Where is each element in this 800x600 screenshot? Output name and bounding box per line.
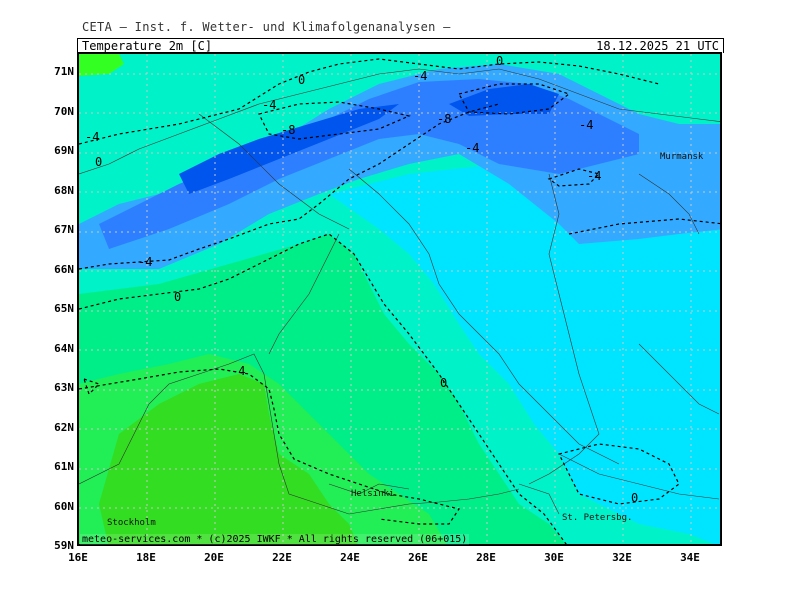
northwest-warm-spot (79, 54, 124, 76)
map-canvas (79, 54, 720, 544)
lon-tick: 16E (68, 551, 88, 564)
contour-label: -4 (262, 98, 277, 112)
lat-tick: 59N (54, 539, 74, 552)
graticule (79, 54, 720, 544)
source-header: CETA — Inst. f. Wetter- und Klimafolgena… (82, 20, 451, 34)
city-label-stockholm: Stockholm (107, 518, 156, 528)
lon-tick: 34E (680, 551, 700, 564)
slightly-cold-region (329, 154, 720, 544)
warmest-region (99, 374, 358, 544)
contour-label: 0 (298, 73, 306, 87)
lon-tick: 20E (204, 551, 224, 564)
lon-tick: 30E (544, 551, 564, 564)
contour-label: -4 (413, 69, 428, 83)
contour-label: 0 (174, 290, 182, 304)
lon-tick: 28E (476, 551, 496, 564)
lat-tick: 71N (54, 65, 74, 78)
lat-tick: 63N (54, 381, 74, 394)
temperature-map (77, 52, 722, 546)
city-label-helsinki: Helsinki (351, 489, 395, 499)
contour-label: -4 (231, 364, 246, 378)
city-label-st-petersburg: St. Petersbg. (562, 513, 633, 523)
contour-label: -4 (579, 118, 594, 132)
valid-time-label: 18.12.2025 21 UTC (596, 39, 719, 53)
lon-tick: 26E (408, 551, 428, 564)
lat-tick: 67N (54, 223, 74, 236)
contour-label: 0 (631, 491, 639, 505)
contour-label: -8 (281, 123, 296, 137)
parameter-label: Temperature 2m [C] (82, 39, 213, 53)
very-cold-core-east (449, 84, 559, 116)
lat-tick: 60N (54, 500, 74, 513)
lon-tick: 32E (612, 551, 632, 564)
copyright-footer: meteo-services.com * (c)2025 IWKF * All … (80, 534, 470, 545)
lat-tick: 70N (54, 105, 74, 118)
contour-label: 0 (496, 54, 504, 68)
colder-belt (99, 79, 639, 249)
contour-label: -4 (138, 255, 153, 269)
title-bar: Temperature 2m [C] 18.12.2025 21 UTC (77, 38, 724, 53)
contour-label: -8 (437, 112, 452, 126)
lat-tick: 69N (54, 144, 74, 157)
lat-tick: 68N (54, 184, 74, 197)
coastlines (79, 68, 720, 515)
lon-tick: 18E (136, 551, 156, 564)
contour-label: -4 (465, 141, 480, 155)
lon-tick: 22E (272, 551, 292, 564)
very-cold-core (179, 104, 399, 194)
contour-label: -4 (85, 130, 100, 144)
contour-label: -4 (587, 169, 602, 183)
lat-tick: 62N (54, 421, 74, 434)
lat-tick: 66N (54, 263, 74, 276)
lon-tick: 24E (340, 551, 360, 564)
east-cold-area (569, 164, 720, 244)
isotherms (79, 58, 720, 544)
lat-tick: 64N (54, 342, 74, 355)
city-label-murmansk: Murmansk (660, 152, 704, 162)
contour-label: 0 (95, 155, 103, 169)
contour-label: 0 (440, 376, 448, 390)
lat-tick: 61N (54, 460, 74, 473)
lat-tick: 65N (54, 302, 74, 315)
